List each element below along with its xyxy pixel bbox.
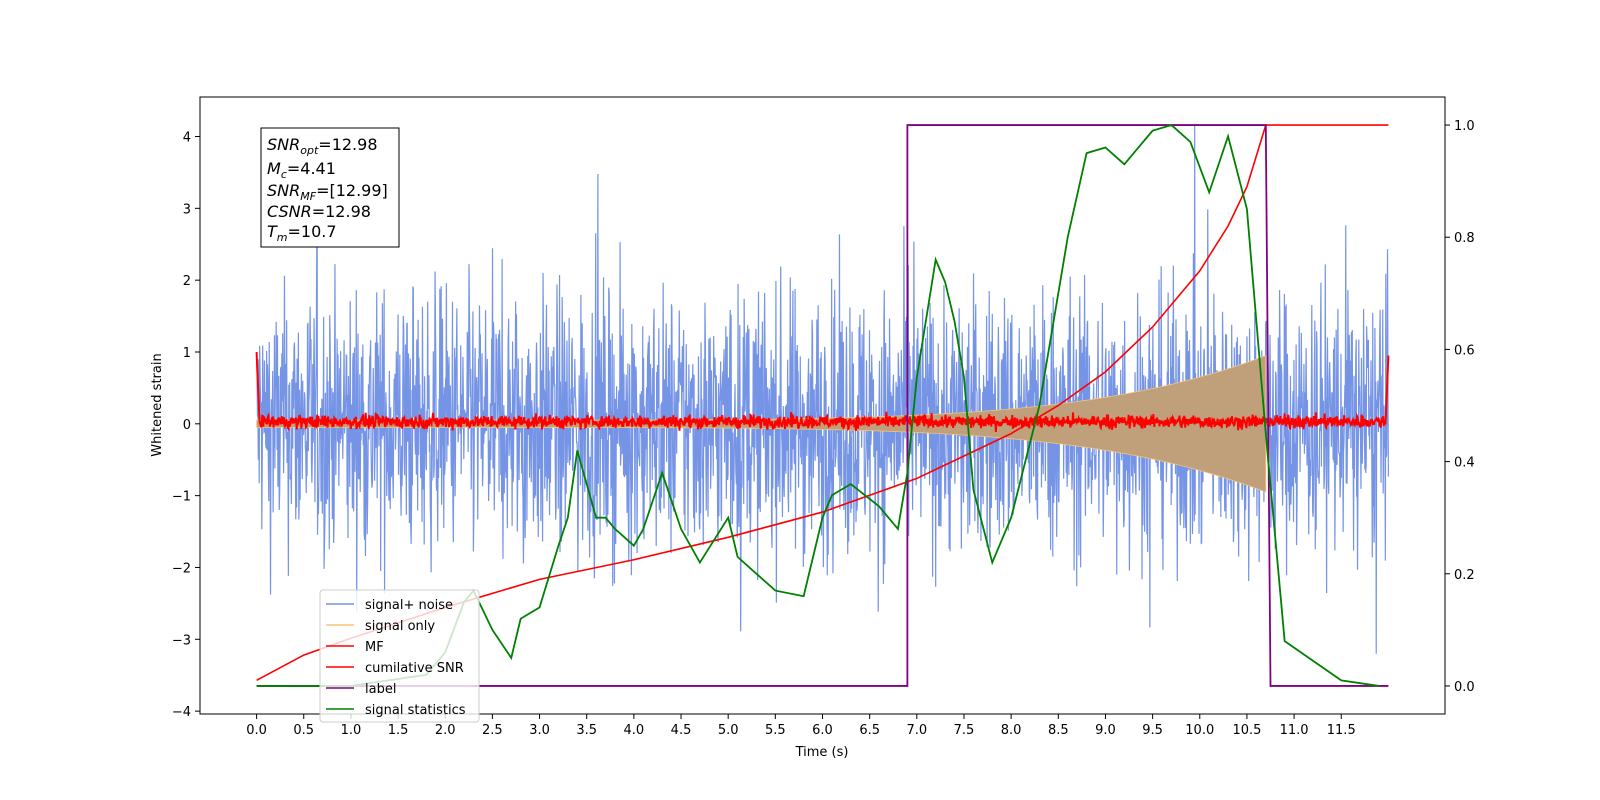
info-tm-value: =10.7 bbox=[288, 222, 337, 241]
info-csnr: CSNR=12.98 bbox=[267, 202, 371, 221]
legend-label: signal only bbox=[365, 619, 435, 634]
series-signal-statistics bbox=[256, 124, 1380, 687]
info-mc-main: M bbox=[267, 159, 281, 178]
legend-item-signal-only: signal only bbox=[326, 619, 435, 634]
x-tick-label: 1.5 bbox=[388, 723, 409, 738]
y2-tick-label: 0.0 bbox=[1454, 680, 1475, 695]
info-box-frame bbox=[260, 127, 400, 248]
y-axis-right: 0.0 0.2 0.4 0.6 0.8 1.0 bbox=[1445, 119, 1475, 695]
x-axis: 0.0 0.5 1.0 1.5 2.0 2.5 3.0 3.5 4.0 4.5 5.0 5.5 6.0 6… bbox=[246, 714, 1356, 738]
y-tick-label: 3 bbox=[183, 202, 191, 217]
x-tick-label: 4.0 bbox=[624, 723, 645, 738]
y-tick-label: −3 bbox=[172, 633, 191, 648]
y-tick-label: −2 bbox=[172, 561, 191, 576]
legend-item-signal-statistics: signal statistics bbox=[326, 703, 466, 718]
x-tick-label: 8.5 bbox=[1048, 723, 1069, 738]
x-tick-label: 4.5 bbox=[671, 723, 692, 738]
legend-frame bbox=[319, 589, 480, 723]
info-snr-mf-main: SNR bbox=[267, 181, 300, 200]
legend-label: cumilative SNR bbox=[365, 661, 464, 676]
info-box: SNRopt=12.98 Mc=4.41 SNRMF=[12.99] CSNR=… bbox=[260, 127, 400, 248]
x-tick-label: 6.5 bbox=[859, 723, 880, 738]
x-tick-label: 5.5 bbox=[765, 723, 786, 738]
info-snr-opt: SNRopt=12.98 bbox=[267, 135, 378, 157]
legend-item-label: label bbox=[326, 682, 396, 697]
info-mc: Mc=4.41 bbox=[267, 159, 336, 181]
x-tick-label: 7.0 bbox=[906, 723, 927, 738]
x-tick-label: 11.0 bbox=[1280, 723, 1309, 738]
y-tick-label: 1 bbox=[183, 346, 191, 361]
y-tick-label: 2 bbox=[183, 274, 191, 289]
info-snr-mf: SNRMF=[12.99] bbox=[267, 181, 388, 203]
x-tick-label: 3.0 bbox=[529, 723, 550, 738]
info-tm-main: T bbox=[267, 222, 278, 241]
x-tick-label: 10.0 bbox=[1185, 723, 1214, 738]
info-snr-mf-value: =[12.99] bbox=[316, 181, 388, 200]
legend-item-mf: MF bbox=[326, 640, 384, 655]
info-snr-opt-sub: opt bbox=[300, 144, 319, 157]
x-tick-label: 0.0 bbox=[246, 723, 267, 738]
y2-tick-label: 0.6 bbox=[1454, 343, 1475, 358]
y2-tick-label: 1.0 bbox=[1454, 119, 1475, 134]
x-tick-label: 3.5 bbox=[576, 723, 597, 738]
legend: signal+ noise signal only MF cumilative … bbox=[319, 589, 480, 723]
x-tick-label: 6.0 bbox=[812, 723, 833, 738]
legend-item-signal-noise: signal+ noise bbox=[326, 598, 453, 613]
info-mc-value: =4.41 bbox=[287, 159, 336, 178]
info-tm-sub: m bbox=[277, 231, 288, 244]
x-tick-label: 2.5 bbox=[482, 723, 503, 738]
x-tick-label: 0.5 bbox=[293, 723, 314, 738]
y-axis-left: −4 −3 −2 −1 0 1 2 3 4 bbox=[172, 131, 200, 720]
y-tick-label: 4 bbox=[183, 131, 191, 146]
y2-tick-label: 0.2 bbox=[1454, 568, 1475, 583]
x-tick-label: 10.5 bbox=[1232, 723, 1261, 738]
info-snr-mf-sub: MF bbox=[300, 190, 316, 203]
x-tick-label: 9.0 bbox=[1095, 723, 1116, 738]
info-mc-sub: c bbox=[281, 168, 287, 181]
x-axis-label: Time (s) bbox=[795, 745, 849, 760]
series-mf bbox=[255, 351, 1390, 432]
info-csnr-main: CSNR bbox=[267, 202, 312, 221]
legend-label: label bbox=[365, 682, 396, 697]
x-tick-label: 7.5 bbox=[954, 723, 975, 738]
y-tick-label: −1 bbox=[172, 490, 191, 505]
legend-label: signal+ noise bbox=[365, 598, 453, 613]
x-tick-label: 9.5 bbox=[1142, 723, 1163, 738]
x-tick-label: 11.5 bbox=[1327, 723, 1356, 738]
y-axis-label: Whitened strain bbox=[150, 353, 165, 456]
x-tick-label: 5.0 bbox=[718, 723, 739, 738]
info-csnr-value: =12.98 bbox=[312, 202, 371, 221]
y-tick-label: −4 bbox=[172, 705, 191, 720]
legend-label: MF bbox=[365, 640, 384, 655]
info-snr-opt-value: =12.98 bbox=[318, 135, 377, 154]
y-tick-label: 0 bbox=[183, 418, 191, 433]
x-tick-label: 8.0 bbox=[1001, 723, 1022, 738]
legend-item-cumilative-snr: cumilative SNR bbox=[326, 661, 464, 676]
series-label bbox=[256, 124, 1389, 687]
x-tick-label: 1.0 bbox=[341, 723, 362, 738]
y2-tick-label: 0.4 bbox=[1454, 456, 1475, 471]
legend-label: signal statistics bbox=[365, 703, 466, 718]
info-tm: Tm=10.7 bbox=[267, 222, 337, 244]
x-tick-label: 2.0 bbox=[435, 723, 456, 738]
info-snr-opt-main: SNR bbox=[267, 135, 300, 154]
y2-tick-label: 0.8 bbox=[1454, 231, 1475, 246]
